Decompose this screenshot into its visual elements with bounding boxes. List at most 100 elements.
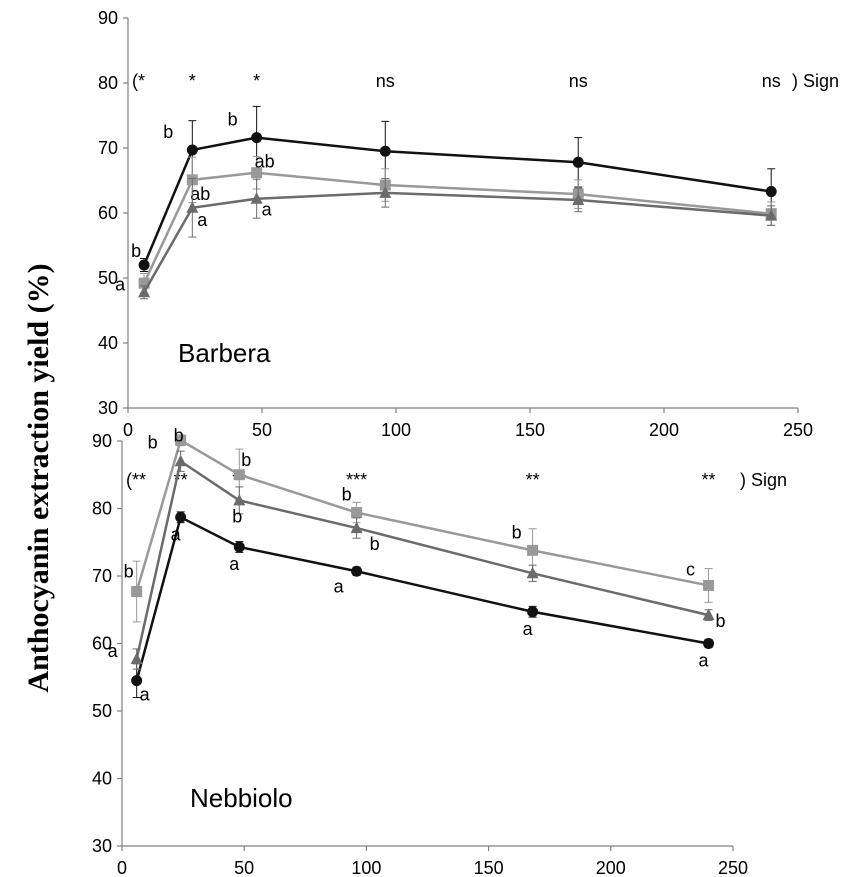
x-tick-label: 0 bbox=[117, 858, 127, 877]
significance-letter: b bbox=[512, 522, 522, 542]
data-point bbox=[703, 579, 715, 591]
data-point bbox=[138, 259, 150, 271]
data-point bbox=[765, 209, 778, 221]
series-line bbox=[142, 136, 772, 266]
cultivar-label: Barbera bbox=[178, 338, 271, 368]
significance-letter: b bbox=[232, 506, 242, 526]
data-point bbox=[379, 186, 392, 198]
significance-letter: a bbox=[197, 210, 208, 230]
data-point bbox=[572, 193, 585, 205]
data-point bbox=[186, 201, 199, 213]
significance-letter: a bbox=[140, 685, 151, 705]
significance-letter: a bbox=[229, 554, 240, 574]
y-tick-label: 70 bbox=[98, 138, 118, 158]
series-line bbox=[142, 171, 772, 284]
data-point bbox=[379, 145, 391, 157]
data-point bbox=[351, 507, 363, 519]
significance-letter: c bbox=[686, 559, 695, 579]
x-tick-label: 250 bbox=[783, 420, 813, 440]
y-tick-label: 60 bbox=[98, 203, 118, 223]
data-point bbox=[233, 493, 246, 506]
x-tick-label: 200 bbox=[649, 420, 679, 440]
significance-label: *** bbox=[346, 470, 367, 490]
cultivar-label: Nebbiolo bbox=[190, 783, 293, 813]
significance-letter: b bbox=[370, 534, 380, 554]
data-point bbox=[175, 434, 187, 446]
x-tick-label: 150 bbox=[515, 420, 545, 440]
significance-letter: ab bbox=[190, 184, 210, 204]
data-point bbox=[765, 186, 777, 198]
significance-letter: a bbox=[108, 641, 119, 661]
y-tick-label: 40 bbox=[98, 333, 118, 353]
significance-letter: a bbox=[334, 576, 345, 596]
data-point bbox=[250, 192, 263, 204]
data-point bbox=[702, 608, 715, 621]
significance-letter: b bbox=[163, 122, 173, 142]
data-point bbox=[186, 144, 198, 156]
significance-letter: b bbox=[131, 241, 141, 261]
x-tick-label: 50 bbox=[234, 858, 254, 877]
series-line bbox=[135, 459, 709, 660]
sign-label: ) Sign bbox=[792, 71, 839, 91]
data-point bbox=[527, 606, 539, 618]
x-tick-label: 100 bbox=[381, 420, 411, 440]
x-tick-label: 250 bbox=[718, 858, 748, 877]
data-point bbox=[351, 565, 363, 577]
data-point bbox=[233, 541, 245, 553]
x-tick-label: 200 bbox=[596, 858, 626, 877]
significance-label: (* bbox=[132, 71, 145, 91]
y-tick-label: 30 bbox=[92, 836, 112, 856]
y-tick-label: 50 bbox=[92, 701, 112, 721]
y-tick-label: 30 bbox=[98, 398, 118, 418]
significance-letter: a bbox=[262, 200, 273, 220]
x-tick-label: 0 bbox=[123, 420, 133, 440]
data-point bbox=[131, 675, 143, 687]
significance-letter: a bbox=[699, 651, 710, 671]
significance-letter: b bbox=[716, 611, 726, 631]
significance-letter: b bbox=[342, 485, 352, 505]
data-point bbox=[131, 586, 143, 598]
data-point bbox=[175, 511, 187, 523]
significance-letter: b bbox=[241, 450, 251, 470]
significance-label: ** bbox=[526, 470, 540, 490]
data-point bbox=[703, 638, 715, 649]
data-point bbox=[233, 469, 245, 481]
x-tick-label: 150 bbox=[474, 858, 504, 877]
significance-letter: ab bbox=[255, 152, 275, 172]
data-point bbox=[130, 652, 143, 665]
significance-letter: a bbox=[115, 274, 126, 294]
significance-letter: b bbox=[148, 432, 158, 452]
sign-label: ) Sign bbox=[740, 470, 787, 490]
x-tick-label: 50 bbox=[252, 420, 272, 440]
significance-letter: b bbox=[228, 110, 238, 130]
significance-label: * bbox=[253, 71, 260, 91]
y-tick-label: 90 bbox=[98, 8, 118, 28]
data-point bbox=[572, 156, 584, 168]
significance-letter: a bbox=[171, 524, 182, 544]
significance-label: ** bbox=[702, 470, 716, 490]
significance-label: ns bbox=[376, 71, 395, 91]
y-tick-label: 90 bbox=[92, 431, 112, 451]
significance-label: * bbox=[189, 71, 196, 91]
data-point bbox=[138, 277, 150, 289]
y-tick-label: 80 bbox=[92, 499, 112, 519]
y-axis-label: Anthocyanin extraction yield (%) bbox=[22, 263, 55, 692]
significance-label: (** bbox=[126, 470, 146, 490]
significance-letter: b bbox=[174, 425, 184, 445]
significance-letter: a bbox=[523, 619, 534, 639]
y-tick-label: 70 bbox=[92, 566, 112, 586]
data-point bbox=[174, 454, 187, 467]
y-tick-label: 60 bbox=[92, 634, 112, 654]
series-line bbox=[135, 438, 709, 592]
data-point bbox=[138, 285, 151, 298]
data-point bbox=[350, 521, 363, 534]
significance-label: ns bbox=[569, 71, 588, 91]
data-point bbox=[251, 132, 263, 144]
data-point bbox=[527, 544, 539, 556]
y-tick-label: 50 bbox=[98, 268, 118, 288]
significance-letter: b bbox=[124, 562, 134, 582]
barbera-panel: 30 40 50 60 70 80 90 0 50 100 150 200 250 (* * * ns ns ns)… bbox=[98, 8, 839, 440]
y-tick-label: 80 bbox=[98, 73, 118, 93]
